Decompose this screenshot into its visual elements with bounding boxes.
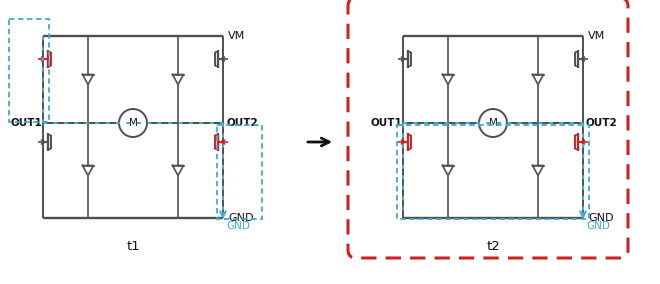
Text: GND: GND: [228, 213, 253, 223]
Circle shape: [119, 109, 147, 137]
Bar: [397, 125, 589, 219]
Text: VM: VM: [588, 31, 605, 41]
Text: OUT2: OUT2: [586, 118, 618, 128]
Text: OUT1: OUT1: [10, 118, 42, 128]
Text: OUT1: OUT1: [370, 118, 402, 128]
Text: M: M: [129, 118, 137, 128]
Bar: [9, 19, 49, 122]
Text: GND: GND: [586, 221, 610, 231]
Text: t1: t1: [126, 240, 140, 253]
Circle shape: [479, 109, 507, 137]
Text: t2: t2: [486, 240, 500, 253]
Text: GND: GND: [226, 221, 250, 231]
Text: M: M: [488, 118, 498, 128]
Text: GND: GND: [588, 213, 614, 223]
Bar: [217, 125, 262, 219]
Text: OUT2: OUT2: [226, 118, 258, 128]
Text: VM: VM: [228, 31, 246, 41]
